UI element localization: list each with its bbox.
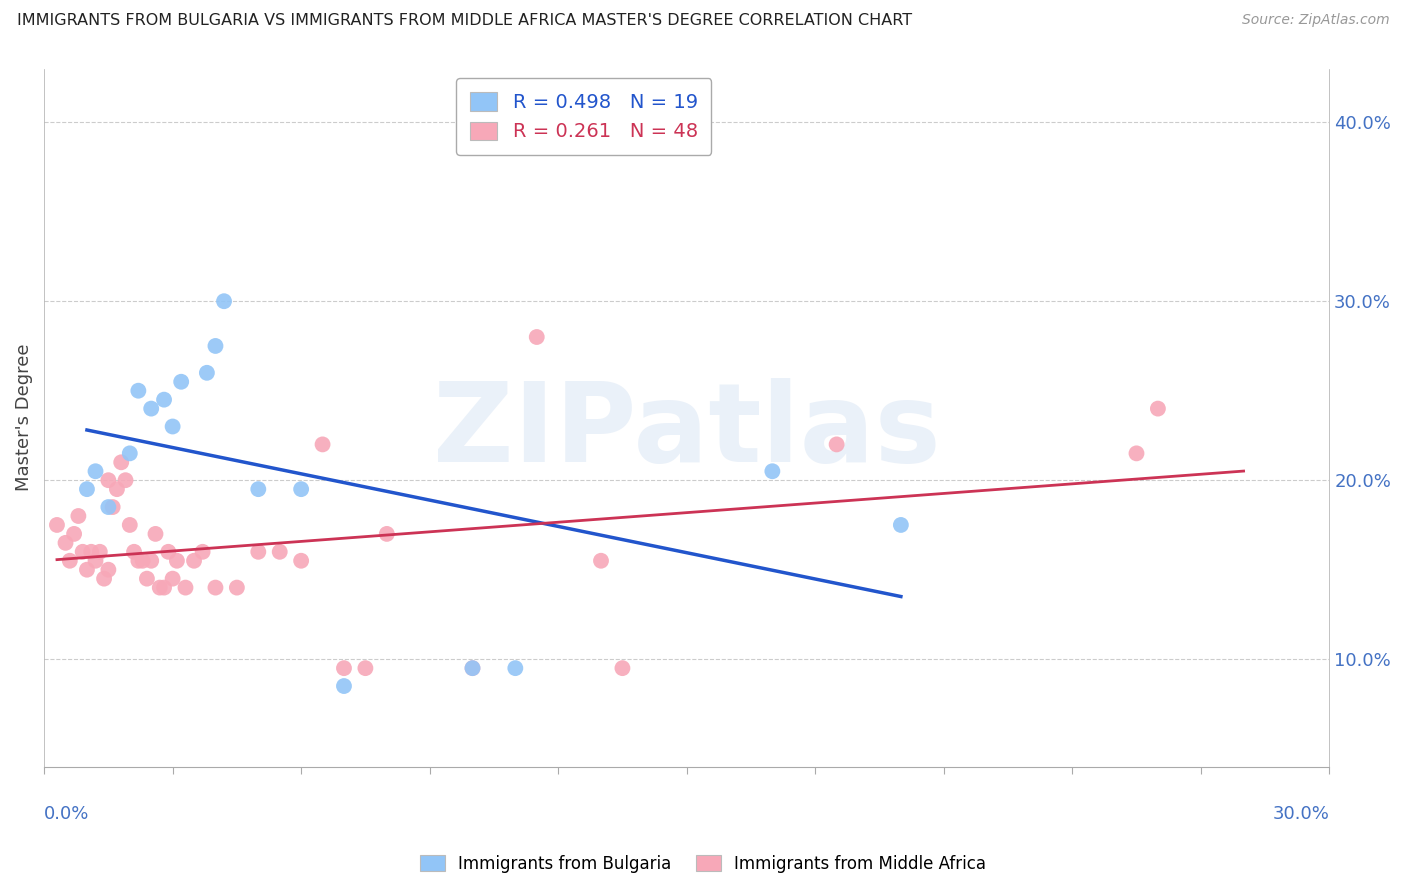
- Point: [105, 482, 128, 496]
- Point: [93, 572, 115, 586]
- Point: [97, 563, 120, 577]
- Text: ZIPatlas: ZIPatlas: [433, 378, 941, 485]
- Point: [84, 554, 107, 568]
- Point: [333, 679, 356, 693]
- Point: [290, 554, 312, 568]
- Point: [89, 545, 111, 559]
- Point: [526, 330, 548, 344]
- Point: [174, 581, 197, 595]
- Point: [269, 545, 291, 559]
- Point: [110, 455, 132, 469]
- Point: [97, 473, 120, 487]
- Point: [890, 518, 912, 533]
- Text: 0.0%: 0.0%: [44, 805, 90, 823]
- Point: [127, 384, 149, 398]
- Point: [67, 508, 90, 523]
- Point: [97, 500, 120, 514]
- Point: [461, 661, 484, 675]
- Point: [204, 339, 226, 353]
- Text: Source: ZipAtlas.com: Source: ZipAtlas.com: [1241, 13, 1389, 28]
- Text: IMMIGRANTS FROM BULGARIA VS IMMIGRANTS FROM MIDDLE AFRICA MASTER'S DEGREE CORREL: IMMIGRANTS FROM BULGARIA VS IMMIGRANTS F…: [17, 13, 912, 29]
- Point: [204, 581, 226, 595]
- Point: [135, 572, 157, 586]
- Point: [118, 518, 141, 533]
- Point: [63, 527, 86, 541]
- Point: [131, 554, 153, 568]
- Point: [55, 536, 77, 550]
- Point: [80, 545, 103, 559]
- Point: [212, 294, 235, 309]
- Point: [166, 554, 188, 568]
- Legend: Immigrants from Bulgaria, Immigrants from Middle Africa: Immigrants from Bulgaria, Immigrants fro…: [413, 848, 993, 880]
- Point: [1147, 401, 1170, 416]
- Point: [761, 464, 783, 478]
- Point: [162, 572, 184, 586]
- Point: [157, 545, 180, 559]
- Point: [149, 581, 172, 595]
- Point: [333, 661, 356, 675]
- Point: [59, 554, 82, 568]
- Point: [195, 366, 218, 380]
- Point: [84, 464, 107, 478]
- Point: [118, 446, 141, 460]
- Point: [461, 661, 484, 675]
- Point: [183, 554, 205, 568]
- Point: [589, 554, 612, 568]
- Point: [127, 554, 149, 568]
- Point: [76, 563, 98, 577]
- Point: [225, 581, 247, 595]
- Point: [290, 482, 312, 496]
- Point: [46, 518, 69, 533]
- Point: [191, 545, 214, 559]
- Point: [354, 661, 377, 675]
- Point: [612, 661, 634, 675]
- Legend: R = 0.498   N = 19, R = 0.261   N = 48: R = 0.498 N = 19, R = 0.261 N = 48: [457, 78, 711, 155]
- Point: [825, 437, 848, 451]
- Point: [311, 437, 333, 451]
- Point: [153, 392, 176, 407]
- Point: [170, 375, 193, 389]
- Point: [72, 545, 94, 559]
- Point: [162, 419, 184, 434]
- Text: 30.0%: 30.0%: [1272, 805, 1329, 823]
- Point: [141, 401, 163, 416]
- Point: [153, 581, 176, 595]
- Point: [101, 500, 124, 514]
- Point: [247, 545, 270, 559]
- Point: [114, 473, 136, 487]
- Point: [145, 527, 167, 541]
- Point: [247, 482, 270, 496]
- Point: [141, 554, 163, 568]
- Point: [122, 545, 145, 559]
- Point: [375, 527, 398, 541]
- Point: [505, 661, 527, 675]
- Y-axis label: Master's Degree: Master's Degree: [15, 343, 32, 491]
- Point: [76, 482, 98, 496]
- Point: [1125, 446, 1147, 460]
